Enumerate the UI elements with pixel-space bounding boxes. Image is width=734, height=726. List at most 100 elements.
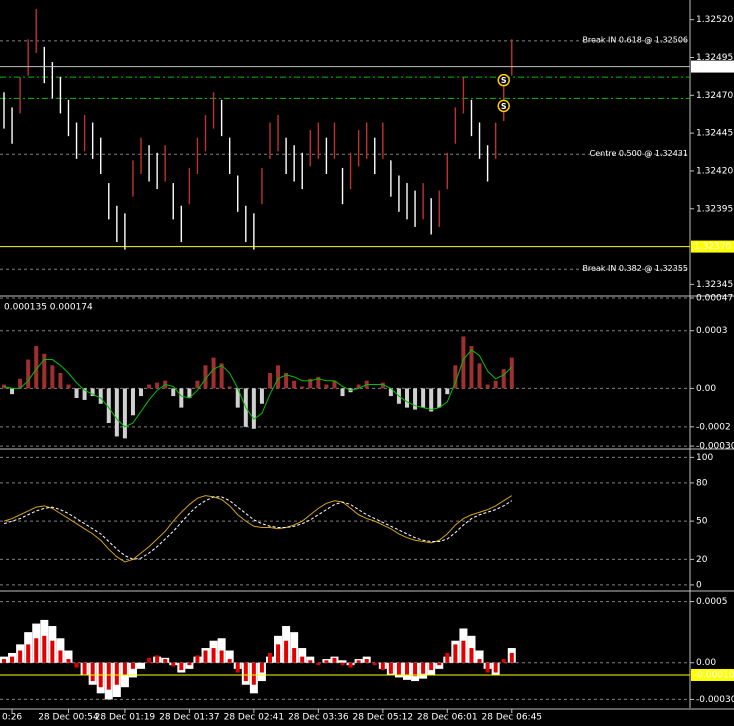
histogram-bar	[114, 388, 119, 437]
histogram-bar	[493, 662, 498, 673]
y-tick-label: -0.00030	[696, 695, 734, 705]
x-tick-label: 28 Dec 01:37	[159, 713, 220, 723]
x-tick-label: 28 Dec 03:36	[288, 713, 349, 723]
indicator-values: 0.000135 0.000174	[4, 303, 93, 313]
histogram-bar	[509, 652, 514, 663]
signal-line	[3, 349, 513, 428]
histogram-bar	[435, 662, 444, 669]
histogram-bar	[219, 650, 224, 663]
histogram-bar	[259, 388, 264, 404]
price-box	[691, 60, 734, 73]
histogram-bar	[130, 388, 135, 416]
histogram-bar	[10, 388, 15, 395]
histogram-bar	[469, 648, 474, 663]
histogram-bar	[284, 640, 289, 663]
histogram-bar	[316, 662, 321, 666]
histogram-bar	[461, 336, 466, 389]
histogram-bar	[251, 662, 256, 685]
histogram-bar	[306, 656, 315, 663]
histogram-bar	[34, 638, 39, 663]
histogram-bar	[292, 380, 297, 389]
x-tick-label: 28 Dec 06:01	[417, 713, 478, 723]
histogram-bar	[413, 388, 418, 410]
histogram-bar	[227, 386, 232, 389]
histogram-bar	[243, 662, 248, 682]
histogram-bar	[276, 365, 281, 389]
histogram-bar	[114, 662, 119, 685]
price-box	[691, 240, 734, 253]
histogram-bar	[475, 650, 484, 663]
histogram-bar	[74, 662, 79, 668]
histogram-bar	[356, 384, 361, 389]
price-box	[691, 668, 734, 681]
histogram-bar	[405, 662, 409, 675]
histogram-bar	[356, 660, 361, 663]
histogram-bar	[58, 373, 63, 389]
x-tick-label: 28 Dec 01:19	[95, 713, 156, 723]
histogram-bar	[139, 388, 144, 397]
histogram-bar	[26, 359, 31, 389]
histogram-bar	[445, 388, 450, 395]
histogram-bar	[340, 662, 345, 666]
histogram-bar	[98, 388, 103, 404]
histogram-bar	[195, 380, 200, 389]
histogram-bar	[137, 662, 146, 669]
histogram-bar	[413, 662, 418, 677]
y-tick-label: 1.32470	[696, 91, 733, 101]
histogram-bar	[106, 388, 111, 423]
histogram-bar	[185, 662, 194, 669]
histogram-bar	[364, 659, 369, 663]
histogram-bar	[82, 388, 87, 400]
histogram-bar	[66, 384, 71, 389]
level-label: Break IN 0.618 @ 1.32506	[582, 35, 688, 44]
histogram-bar	[203, 365, 208, 389]
histogram-bar	[267, 373, 272, 389]
histogram-bar	[179, 388, 184, 408]
histogram-bar	[155, 655, 160, 663]
histogram-bar	[225, 650, 234, 663]
y-tick-label: 0	[696, 580, 702, 590]
histogram-bar	[122, 388, 127, 439]
signal-marker	[497, 99, 510, 113]
y-tick-label: 1.32345	[696, 280, 733, 290]
y-tick-label: 1.32445	[696, 129, 733, 139]
histogram-bar	[34, 346, 39, 389]
histogram-bar	[298, 648, 307, 663]
histogram-bar	[203, 650, 208, 663]
histogram-bar	[18, 378, 23, 389]
histogram-bar	[2, 659, 6, 663]
level-label: Break IN 0.382 @ 1.32355	[582, 264, 688, 273]
histogram-bar	[195, 655, 200, 663]
histogram-bar	[259, 662, 264, 673]
histogram-bar	[429, 662, 434, 671]
y-tick-label: -0.00030	[696, 442, 734, 452]
histogram-bar	[437, 662, 442, 666]
histogram-bar	[163, 659, 168, 663]
y-tick-label: 1.32395	[696, 204, 733, 214]
histogram-bar	[10, 656, 15, 663]
y-tick-label: 100	[696, 453, 713, 463]
histogram-bar	[308, 660, 313, 663]
signal-marker	[497, 73, 510, 87]
histogram-bar	[501, 369, 506, 389]
histogram-bar	[66, 659, 71, 663]
signal-marker-label: S	[501, 76, 507, 85]
x-tick-label: 28 Dec 06:45	[482, 713, 543, 723]
histogram-bar	[227, 659, 232, 663]
y-tick-label: 1.32420	[696, 166, 733, 176]
histogram-bar	[380, 662, 385, 671]
x-tick-label: 28 Dec 05:12	[353, 713, 414, 723]
oscillator-line	[3, 495, 513, 563]
histogram-bar	[421, 388, 426, 408]
histogram-bar	[122, 662, 127, 675]
histogram-bar	[445, 652, 450, 663]
histogram-bar	[509, 357, 514, 389]
histogram-bar	[58, 650, 63, 663]
y-tick-label: 50	[696, 517, 708, 527]
histogram-bar	[477, 363, 482, 389]
histogram-bar	[292, 648, 297, 663]
y-tick-label: 80	[696, 478, 708, 488]
histogram-bar	[300, 386, 305, 389]
price-label: 1.32489	[694, 62, 731, 72]
